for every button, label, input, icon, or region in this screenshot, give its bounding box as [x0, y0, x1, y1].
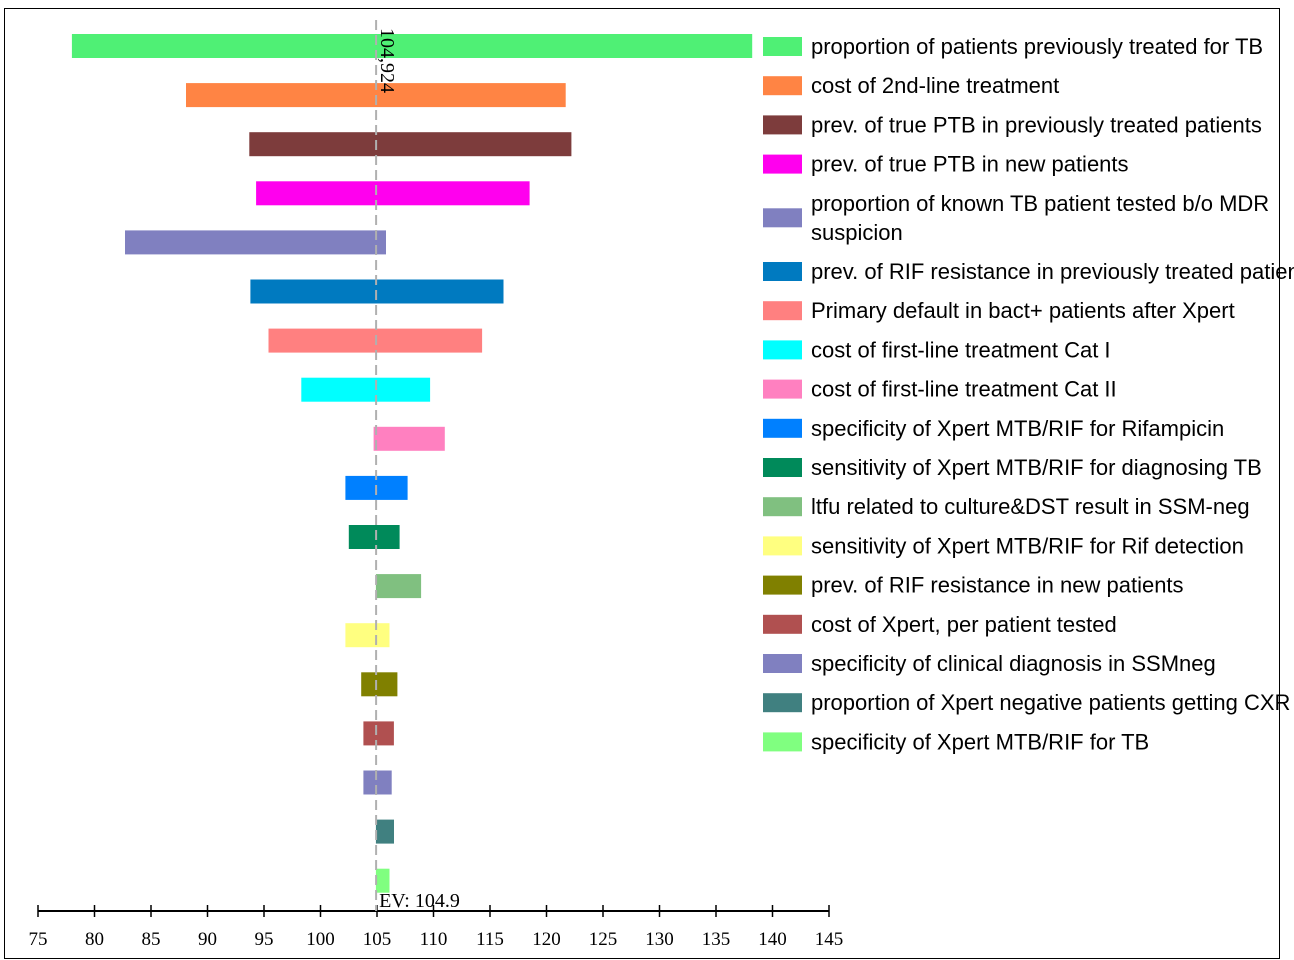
legend-label: prev. of RIF resistance in new patients [811, 573, 1184, 598]
x-tick-label: 135 [702, 929, 731, 950]
tornado-bar [373, 426, 445, 451]
tornado-bar [363, 770, 392, 795]
legend-label: cost of first-line treatment Cat I [811, 337, 1111, 362]
legend-label: suspicion [811, 220, 903, 245]
tornado-bar [375, 868, 390, 893]
bars-layer [71, 34, 753, 893]
legend-label: specificity of Xpert MTB/RIF for TB [811, 729, 1149, 754]
legend-swatch [763, 418, 802, 438]
legend-label: Primary default in bact+ patients after … [811, 298, 1235, 323]
tornado-bar [375, 819, 394, 844]
legend-swatch [763, 693, 802, 713]
x-tick-label: 120 [532, 929, 561, 950]
x-tick-label: 145 [815, 929, 844, 950]
legend-swatch [763, 458, 802, 477]
tornado-bar [125, 230, 386, 255]
legend-label: sensitivity of Xpert MTB/RIF for Rif det… [811, 533, 1244, 558]
legend-swatch [763, 76, 802, 96]
legend-swatch [763, 115, 802, 135]
tornado-bar [375, 574, 422, 599]
x-tick-label: 115 [476, 929, 504, 950]
x-tick-label: 100 [306, 929, 335, 950]
legend-label: specificity of clinical diagnosis in SSM… [811, 651, 1216, 676]
legend-swatch [763, 208, 802, 228]
ev-label: EV: 104.9 [379, 890, 460, 912]
legend-swatch [763, 614, 802, 634]
legend-swatch [763, 654, 802, 673]
x-tick-label: 95 [255, 929, 274, 950]
legend-label: cost of first-line treatment Cat II [811, 377, 1117, 402]
legend-swatch [763, 732, 802, 752]
legend-label: prev. of true PTB in new patients [811, 152, 1129, 177]
tornado-bar [348, 525, 400, 549]
legend-label: sensitivity of Xpert MTB/RIF for diagnos… [811, 455, 1262, 480]
tornado-bar [249, 132, 572, 157]
tornado-bar [256, 181, 530, 206]
tornado-bar [71, 34, 753, 58]
x-tick-label: 105 [363, 929, 392, 950]
tornado-bar [301, 377, 431, 402]
legend: proportion of patients previously treate… [763, 34, 1294, 754]
x-tick-label: 125 [589, 929, 618, 950]
tornado-bar [361, 672, 398, 697]
legend-label: proportion of patients previously treate… [811, 34, 1263, 59]
legend-label: ltfu related to culture&DST result in SS… [811, 494, 1250, 519]
legend-swatch [763, 154, 802, 174]
legend-swatch [763, 301, 802, 321]
x-tick-label: 110 [420, 929, 448, 950]
legend-label: prev. of RIF resistance in previously tr… [811, 259, 1294, 284]
ev-reference: 104,924 EV: 104.9 [375, 20, 460, 912]
legend-label: specificity of Xpert MTB/RIF for Rifampi… [811, 416, 1224, 441]
legend-swatch [763, 379, 802, 399]
x-tick-label: 130 [645, 929, 674, 950]
legend-swatch [763, 536, 802, 556]
legend-label: cost of Xpert, per patient tested [811, 612, 1117, 637]
legend-swatch [763, 575, 802, 595]
x-tick-label: 90 [198, 929, 217, 950]
legend-swatch [763, 497, 802, 517]
x-tick-label: 75 [29, 929, 48, 950]
x-axis: 75 80 85 90 95 100 105 110 115 120 125 130 135 140 145 [29, 905, 844, 950]
x-tick-label: 140 [758, 929, 787, 950]
tornado-bar [363, 721, 394, 746]
legend-label: proportion of known TB patient tested b/… [811, 191, 1269, 216]
x-tick-label: 85 [142, 929, 161, 950]
ev-line-label: 104,924 [376, 28, 398, 93]
legend-swatch [763, 340, 802, 360]
legend-swatch [763, 37, 802, 56]
tornado-bar [345, 623, 390, 648]
legend-swatch [763, 262, 802, 281]
legend-label: prev. of true PTB in previously treated … [811, 112, 1262, 137]
legend-label: cost of 2nd-line treatment [811, 73, 1059, 98]
chart-frame [4, 8, 1280, 959]
x-tick-label: 80 [85, 929, 104, 950]
legend-label: proportion of Xpert negative patients ge… [811, 690, 1290, 715]
